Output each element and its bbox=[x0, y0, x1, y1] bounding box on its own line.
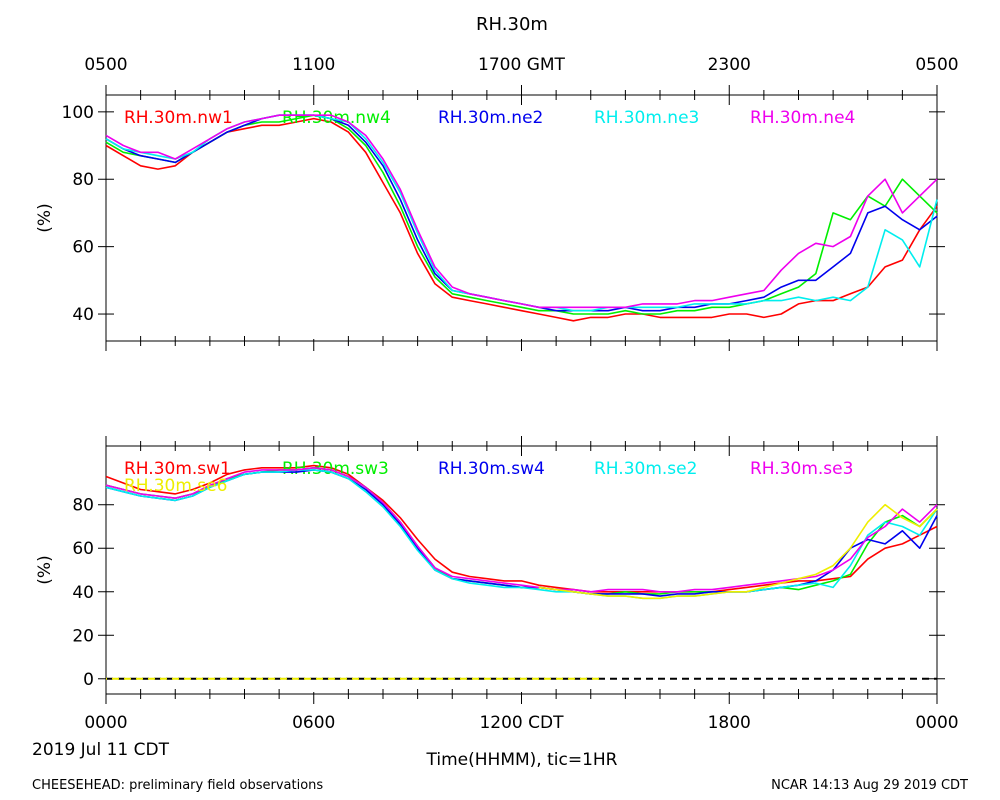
footer-left: CHEESEHEAD: preliminary field observatio… bbox=[32, 778, 323, 793]
legend-entry: RH.30m.se3 bbox=[750, 459, 853, 479]
chart-title: RH.30m bbox=[476, 14, 548, 35]
top-tick-label: 0500 bbox=[915, 55, 958, 75]
bottom-tick-label: 1800 bbox=[708, 713, 751, 733]
date-label: 2019 Jul 11 CDT bbox=[32, 740, 170, 760]
series-line-RH-30m-ne4 bbox=[105, 114, 938, 309]
top-time-axis: 0500 1100 1700 GMT 2300 0500 bbox=[84, 55, 958, 75]
y-tick-label: 40 bbox=[72, 583, 94, 603]
legend-entry: RH.30m.sw3 bbox=[282, 459, 389, 479]
footer-right: NCAR 14:13 Aug 29 2019 CDT bbox=[771, 778, 968, 793]
legend-entry: RH.30m.ne4 bbox=[750, 108, 855, 128]
y-axis-label: (%) bbox=[35, 203, 55, 232]
legend-entry: RH.30m.ne2 bbox=[438, 108, 543, 128]
series-line-RH-30m-se3 bbox=[105, 467, 938, 593]
legend-entry: RH.30m.se6 bbox=[124, 476, 227, 496]
series-line-RH-30m-sw1 bbox=[105, 464, 938, 593]
y-tick-label: 20 bbox=[72, 626, 94, 646]
y-tick-label: 100 bbox=[62, 103, 94, 123]
series-line-RH-30m-nw4 bbox=[105, 114, 938, 315]
bottom-time-axis: 0000 0600 1200 CDT 1800 0000 bbox=[84, 85, 959, 733]
y-tick-label: 80 bbox=[72, 170, 94, 190]
top-tick-label: 2300 bbox=[708, 55, 751, 75]
bottom-tick-label: 0000 bbox=[84, 713, 127, 733]
legend-entry: RH.30m.sw1 bbox=[124, 459, 231, 479]
legend-entry: RH.30m.sw4 bbox=[438, 459, 545, 479]
top-tick-label: 0500 bbox=[84, 55, 127, 75]
panel-frame bbox=[105, 445, 938, 695]
series-line-RH-30m-se2 bbox=[105, 469, 938, 600]
bottom-tick-label: 1200 CDT bbox=[479, 713, 564, 733]
y-tick-label: 60 bbox=[72, 238, 94, 258]
series-line-RH-30m-se6 bbox=[538, 503, 938, 600]
y-tick-label: 0 bbox=[83, 670, 94, 690]
series-line-RH-30m-ne2 bbox=[105, 114, 938, 312]
x-axis-label: Time(HHMM), tic=1HR bbox=[426, 750, 618, 770]
bottom-tick-label: 0600 bbox=[292, 713, 335, 733]
top-tick-label: 1100 bbox=[292, 55, 335, 75]
legend-entry: RH.30m.ne3 bbox=[594, 108, 699, 128]
y-tick-label: 80 bbox=[72, 496, 94, 516]
top-tick-label: 1700 GMT bbox=[478, 55, 566, 75]
y-tick-label: 40 bbox=[72, 305, 94, 325]
lower-panel: 0 20 40 60 80 (%) RH.30m.sw1 RH.30m.sw3 RH.30m.s… bbox=[35, 445, 945, 695]
y-axis-label: (%) bbox=[35, 555, 55, 584]
y-tick-label: 60 bbox=[72, 539, 94, 559]
legend-entry: RH.30m.se2 bbox=[594, 459, 697, 479]
bottom-tick-label: 0000 bbox=[915, 713, 958, 733]
legend-entry: RH.30m.nw1 bbox=[124, 108, 233, 128]
series-line-RH-30m-ne3 bbox=[105, 114, 938, 312]
series-line-RH-30m-nw1 bbox=[105, 117, 938, 322]
